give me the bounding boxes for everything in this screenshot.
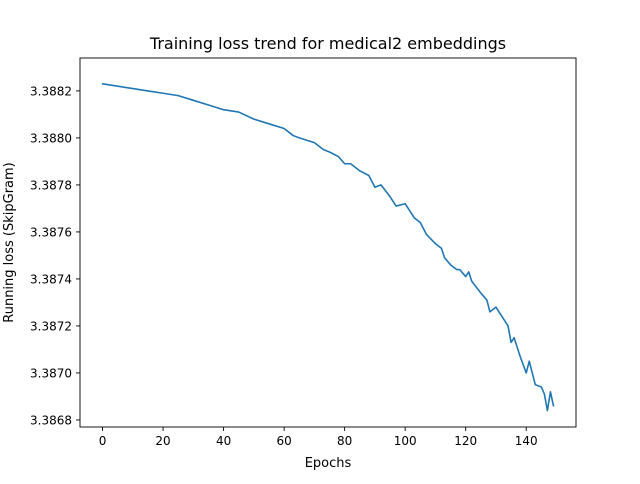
y-axis-label: Running loss (SkipGram) bbox=[2, 162, 17, 322]
series-line-0 bbox=[101, 83, 555, 412]
y-tick-label: 3.3878 bbox=[30, 178, 72, 192]
x-axis-label: Epochs bbox=[305, 456, 352, 471]
axes-frame bbox=[79, 57, 577, 428]
chart-title: Training loss trend for medical2 embeddi… bbox=[149, 34, 506, 53]
y-tick-label: 3.3868 bbox=[30, 413, 72, 427]
x-tick-label: 40 bbox=[216, 434, 231, 448]
y-tick-label: 3.3876 bbox=[30, 225, 72, 239]
y-tick-label: 3.3880 bbox=[30, 131, 72, 145]
x-axis-ticks: 0 20 40 60 80 100 120 140 bbox=[99, 427, 538, 448]
x-tick-label: 120 bbox=[454, 434, 477, 448]
y-tick-label: 3.3874 bbox=[30, 272, 72, 286]
x-tick-label: 60 bbox=[276, 434, 291, 448]
x-tick-label: 0 bbox=[99, 434, 107, 448]
y-axis-ticks: 3.3868 3.3870 3.3872 3.3874 3.3876 3.3878 3.38… bbox=[30, 84, 80, 427]
x-tick-label: 100 bbox=[394, 434, 417, 448]
y-tick-label: 3.3882 bbox=[30, 84, 72, 98]
y-tick-label: 3.3872 bbox=[30, 319, 72, 333]
x-tick-label: 20 bbox=[155, 434, 170, 448]
x-tick-label: 140 bbox=[515, 434, 538, 448]
x-tick-label: 80 bbox=[337, 434, 352, 448]
plot-area bbox=[101, 83, 555, 412]
y-tick-label: 3.3870 bbox=[30, 366, 72, 380]
